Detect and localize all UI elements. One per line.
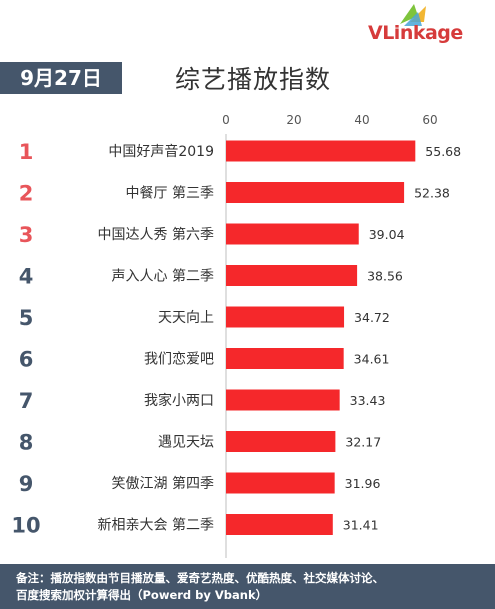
rank-number: 10 xyxy=(11,514,40,538)
bar xyxy=(226,182,405,203)
rank-number: 2 xyxy=(19,182,34,206)
category-label: 声入人心 第二季 xyxy=(112,268,214,285)
logo-leaf-icon xyxy=(400,4,426,26)
x-tick-label: 0 xyxy=(222,113,230,127)
bar xyxy=(226,431,336,452)
category-label: 我们恋爱吧 xyxy=(144,351,214,368)
date-badge: 9月27日 xyxy=(0,62,122,94)
vlinkage-logo: VLinkage xyxy=(368,4,486,48)
logo-text: VLinkage xyxy=(368,22,463,44)
category-label: 中国达人秀 第六季 xyxy=(98,226,214,243)
value-label: 31.41 xyxy=(343,518,379,533)
category-label: 中国好声音2019 xyxy=(108,143,214,160)
value-label: 34.72 xyxy=(354,310,390,325)
rank-number: 4 xyxy=(19,265,34,289)
category-label: 中餐厅 第三季 xyxy=(126,185,214,202)
category-label: 笑傲江湖 第四季 xyxy=(112,475,214,492)
category-label: 我家小两口 xyxy=(144,392,214,409)
bar xyxy=(226,389,340,411)
rank-number: 5 xyxy=(19,306,34,330)
bar xyxy=(226,140,416,162)
value-label: 38.56 xyxy=(367,269,403,284)
footer-note-line-2: 百度搜索加权计算得出（Powerd by Vbank） xyxy=(16,588,268,602)
rank-number: 6 xyxy=(19,348,34,372)
value-label: 34.61 xyxy=(354,352,390,367)
bar xyxy=(226,348,344,369)
value-label: 52.38 xyxy=(414,186,450,201)
value-label: 31.96 xyxy=(345,476,381,491)
x-tick-label: 20 xyxy=(286,113,301,127)
x-tick-label: 60 xyxy=(422,113,437,127)
value-label: 39.04 xyxy=(369,227,405,242)
rank-number: 9 xyxy=(19,472,34,496)
footer-note-line-1: 备注：播放指数由节目播放量、爱奇艺热度、优酷热度、社交媒体讨论、 xyxy=(16,571,384,585)
rank-number: 3 xyxy=(19,223,34,247)
category-label: 遇见天坛 xyxy=(158,435,214,451)
bar xyxy=(226,306,345,328)
bar xyxy=(226,472,335,494)
x-tick-label: 40 xyxy=(354,113,369,127)
bar xyxy=(226,223,359,245)
rank-number: 8 xyxy=(19,431,34,455)
rank-number: 7 xyxy=(19,389,34,413)
category-label: 天天向上 xyxy=(158,310,214,326)
value-label: 55.68 xyxy=(425,144,461,159)
bar xyxy=(226,265,358,286)
value-label: 33.43 xyxy=(350,393,386,408)
footer-note: 备注：播放指数由节目播放量、爱奇艺热度、优酷热度、社交媒体讨论、 百度搜索加权计… xyxy=(0,564,495,609)
rank-number: 1 xyxy=(19,140,34,164)
category-label: 新相亲大会 第二季 xyxy=(98,517,214,534)
bar-chart: 0 20 40 60 1 中国好声音2019 55.68 2 中餐厅 第三季 52.38 3 中国达人… xyxy=(11,113,461,558)
bar xyxy=(226,514,333,535)
value-label: 32.17 xyxy=(345,435,381,450)
chart-title: 综艺播放指数 xyxy=(175,65,332,94)
